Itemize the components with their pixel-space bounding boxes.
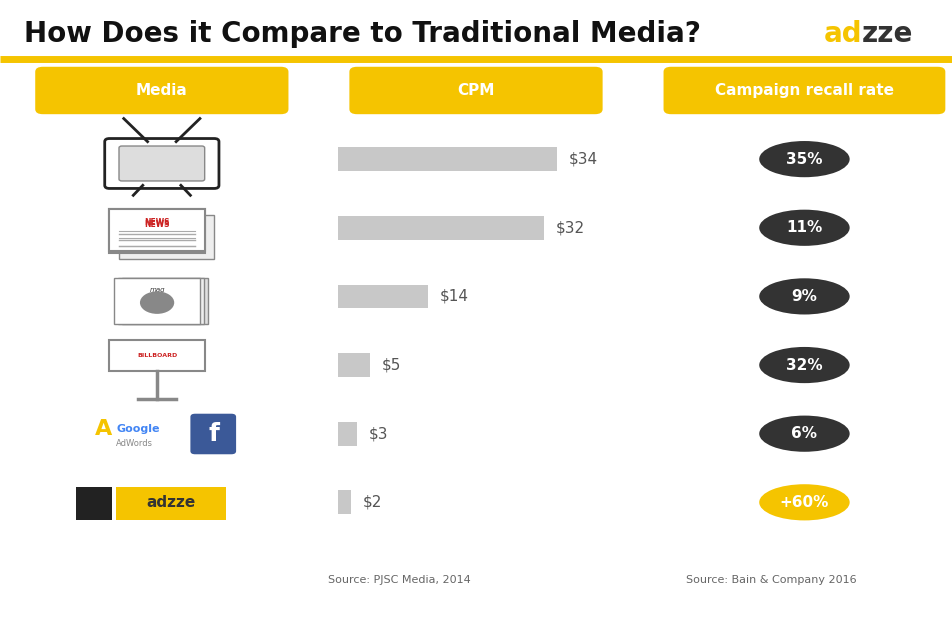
Text: Source: Bain & Company 2016: Source: Bain & Company 2016 [685, 575, 857, 585]
FancyBboxPatch shape [118, 278, 204, 324]
FancyBboxPatch shape [122, 278, 208, 324]
FancyBboxPatch shape [35, 67, 288, 114]
Text: BILLBOARD: BILLBOARD [137, 353, 177, 358]
FancyBboxPatch shape [338, 422, 357, 446]
Text: +60%: +60% [780, 495, 829, 510]
Text: How Does it Compare to Traditional Media?: How Does it Compare to Traditional Media… [24, 21, 701, 48]
Text: $14: $14 [440, 289, 468, 304]
Text: $34: $34 [568, 152, 598, 167]
Text: NEWS: NEWS [145, 220, 169, 229]
Text: adzze: adzze [147, 495, 196, 510]
FancyBboxPatch shape [116, 487, 226, 520]
Text: 6%: 6% [791, 426, 818, 441]
Text: 32%: 32% [786, 358, 823, 373]
FancyBboxPatch shape [105, 139, 219, 188]
Text: 9%: 9% [791, 289, 818, 304]
FancyBboxPatch shape [338, 147, 557, 171]
Text: 35%: 35% [786, 152, 823, 167]
FancyBboxPatch shape [119, 215, 214, 259]
Ellipse shape [759, 416, 849, 452]
Text: CPM: CPM [457, 83, 495, 98]
Text: AdWords: AdWords [116, 439, 153, 447]
FancyBboxPatch shape [338, 285, 428, 308]
FancyBboxPatch shape [338, 216, 544, 240]
FancyBboxPatch shape [349, 67, 603, 114]
Text: $32: $32 [555, 220, 585, 235]
Text: 11%: 11% [786, 220, 823, 235]
Ellipse shape [759, 210, 849, 246]
Text: ad: ad [823, 21, 863, 48]
FancyBboxPatch shape [109, 209, 205, 251]
Ellipse shape [759, 141, 849, 177]
FancyBboxPatch shape [76, 487, 112, 520]
Ellipse shape [759, 347, 849, 383]
FancyBboxPatch shape [190, 414, 236, 454]
Text: mag: mag [149, 287, 165, 293]
Text: f: f [208, 422, 220, 446]
Text: NEWS: NEWS [145, 218, 169, 227]
FancyBboxPatch shape [338, 490, 351, 514]
Text: zze: zze [862, 21, 913, 48]
FancyBboxPatch shape [338, 353, 370, 377]
Text: Media: Media [136, 83, 188, 98]
FancyBboxPatch shape [119, 146, 205, 181]
Text: Campaign recall rate: Campaign recall rate [715, 83, 894, 98]
Text: $5: $5 [382, 358, 401, 373]
Ellipse shape [759, 484, 849, 520]
Text: $2: $2 [363, 495, 382, 510]
FancyBboxPatch shape [109, 209, 205, 253]
Ellipse shape [759, 278, 849, 314]
FancyBboxPatch shape [109, 340, 205, 371]
Text: Google: Google [116, 424, 160, 434]
FancyBboxPatch shape [114, 278, 200, 324]
Circle shape [140, 291, 174, 314]
Text: A: A [95, 419, 112, 439]
Text: Source: PJSC Media, 2014: Source: PJSC Media, 2014 [328, 575, 471, 585]
Text: $3: $3 [368, 426, 388, 441]
FancyBboxPatch shape [664, 67, 945, 114]
